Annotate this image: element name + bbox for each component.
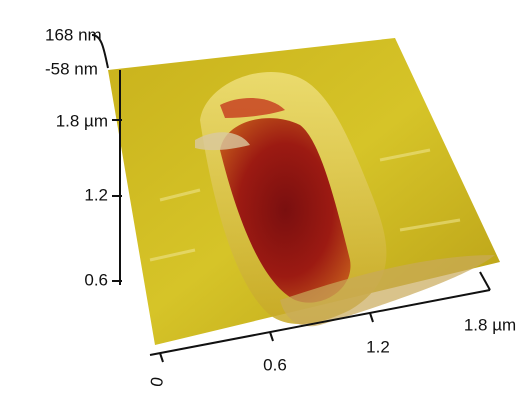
z-label: -58 nm [45,59,98,78]
x-label: 1.2 [366,337,390,356]
afm-image: 168 nm -58 nm 1.8 µm 1.2 0.6 0 0.6 1.2 1… [0,0,530,401]
x-label: 1.8 µm [464,315,516,334]
y-label: 0.6 [84,270,108,289]
y-label: 1.8 µm [56,111,108,130]
x-label: 0.6 [263,355,287,374]
x-label: 0 [147,376,167,389]
y-label: 1.2 [84,185,108,204]
z-label: 168 nm [45,25,102,44]
